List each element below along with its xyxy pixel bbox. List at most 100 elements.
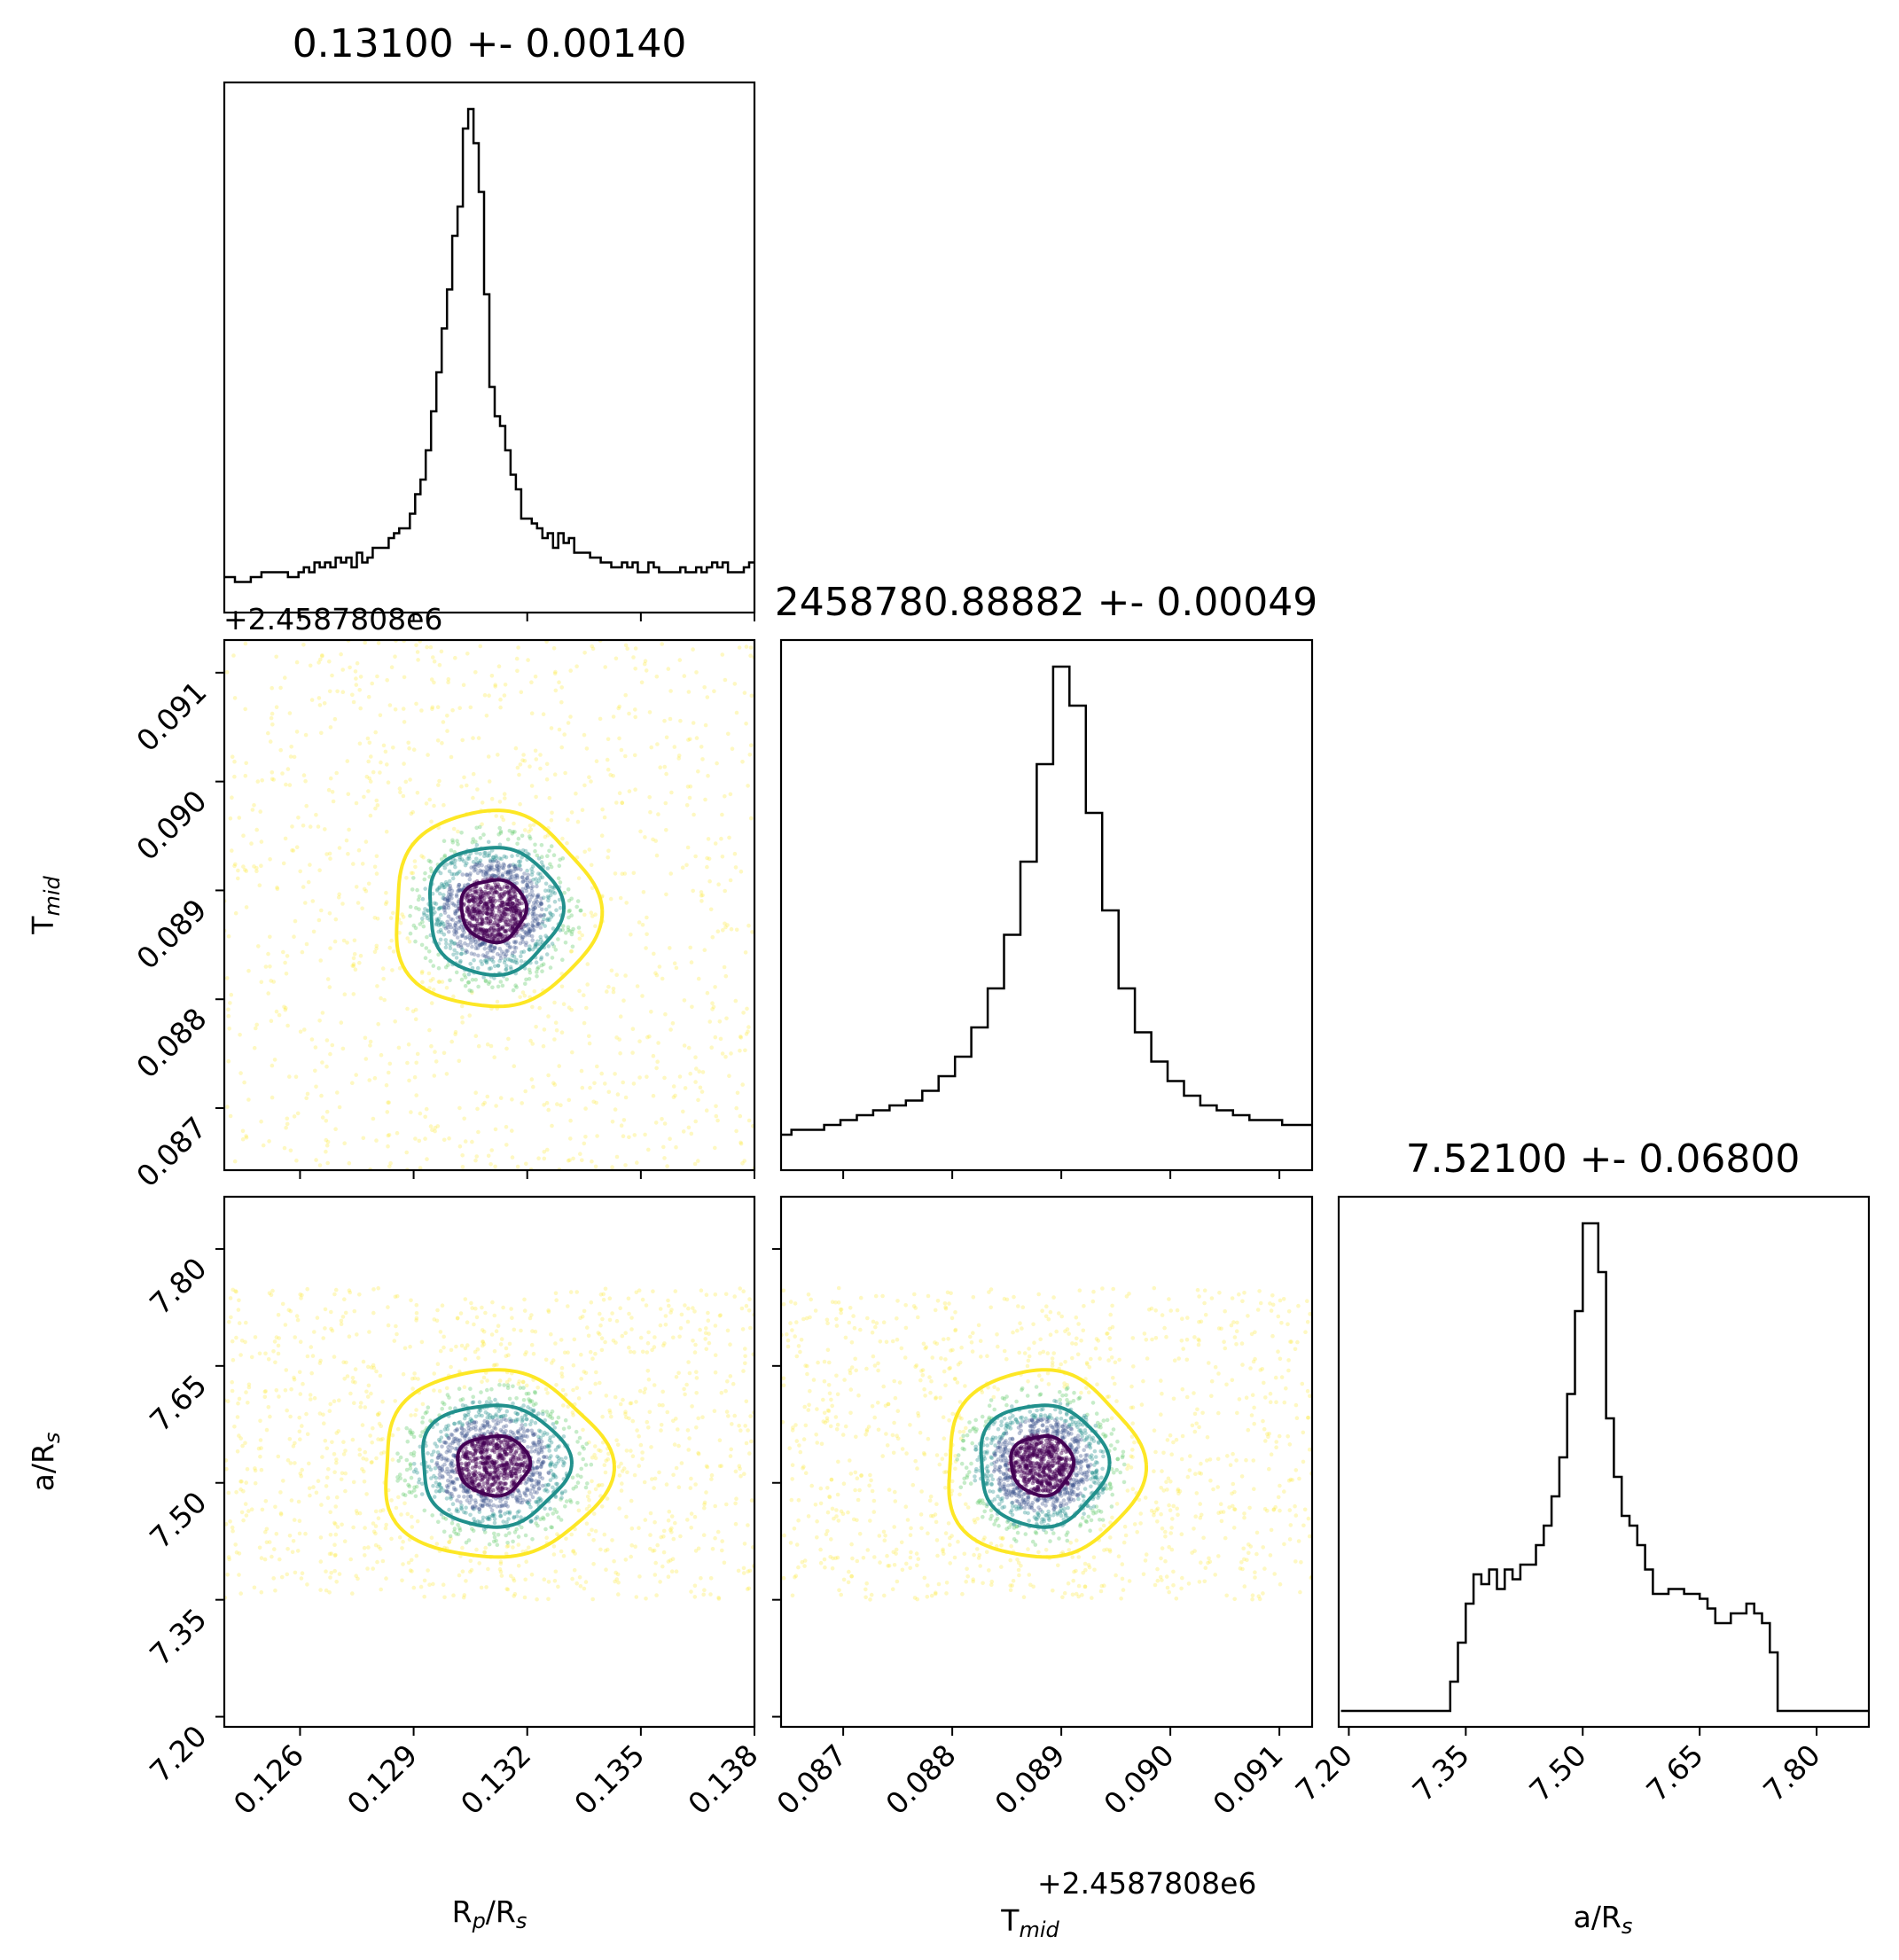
scatter-point: [583, 1106, 588, 1111]
scatter-point: [401, 1371, 406, 1377]
scatter-point: [512, 1530, 518, 1534]
scatter-point: [469, 1476, 474, 1481]
scatter-point: [498, 926, 504, 931]
scatter-point: [593, 1381, 598, 1386]
scatter-point: [540, 1449, 544, 1455]
scatter-point: [694, 1391, 699, 1395]
scatter-point: [473, 937, 477, 941]
scatter-point: [487, 779, 492, 784]
scatter-point: [522, 871, 527, 876]
scatter-point: [387, 1133, 392, 1137]
scatter-point: [473, 1472, 477, 1478]
scatter-point: [543, 1386, 549, 1392]
scatter-point: [449, 1039, 454, 1044]
scatter-point: [490, 903, 496, 909]
scatter-point: [1253, 1570, 1257, 1574]
scatter-point: [240, 1443, 245, 1449]
scatter-point: [495, 951, 500, 957]
scatter-point: [363, 1526, 367, 1530]
scatter-point: [489, 1429, 495, 1433]
scatter-point: [437, 906, 442, 910]
scatter-point: [453, 1032, 457, 1036]
scatter-point: [410, 1569, 414, 1573]
scatter-point: [428, 866, 434, 871]
scatter-point: [459, 1343, 465, 1348]
scatter-point: [514, 1474, 519, 1479]
scatter-point: [593, 912, 598, 917]
scatter-point: [519, 954, 523, 958]
scatter-point: [493, 946, 497, 950]
scatter-point: [413, 1017, 418, 1021]
scatter-point: [548, 1463, 552, 1467]
scatter-point: [496, 917, 502, 922]
scatter-point: [654, 674, 660, 679]
scatter-point: [317, 1163, 323, 1167]
scatter-point: [568, 949, 574, 954]
scatter-point: [451, 1440, 456, 1444]
scatter-point: [719, 1464, 723, 1468]
scatter-point: [500, 1485, 505, 1490]
scatter-point: [624, 1415, 629, 1420]
scatter-point: [1289, 1339, 1293, 1344]
scatter-point: [700, 1070, 706, 1074]
scatter-point: [278, 1490, 283, 1495]
scatter-point: [284, 1125, 288, 1130]
scatter-point: [637, 1526, 641, 1530]
scatter-point: [476, 904, 481, 910]
scatter-point: [488, 895, 493, 901]
scatter-point: [598, 1547, 603, 1552]
scatter-point: [713, 1353, 718, 1357]
scatter-point: [443, 926, 449, 931]
scatter-point: [689, 1476, 693, 1481]
scatter-point: [467, 1501, 472, 1505]
scatter-point: [676, 1443, 681, 1449]
scatter-point: [504, 1379, 510, 1385]
scatter-point: [237, 1551, 242, 1556]
scatter-point: [645, 1340, 651, 1346]
scatter-point: [495, 1442, 499, 1447]
scatter-point: [461, 683, 466, 687]
scatter-point: [551, 1462, 555, 1467]
scatter-point: [553, 1475, 559, 1480]
scatter-point: [442, 885, 446, 890]
scatter-point: [490, 1513, 495, 1519]
scatter-point: [659, 1428, 663, 1433]
scatter-point: [720, 855, 725, 859]
scatter-point: [454, 927, 458, 932]
scatter-point: [230, 1339, 235, 1344]
scatter-point: [536, 1156, 541, 1160]
scatter-point: [484, 1471, 489, 1476]
scatter-point: [542, 1027, 547, 1032]
scatter-point: [542, 1455, 547, 1459]
scatter-point: [492, 1531, 496, 1536]
scatter-point: [470, 1481, 475, 1487]
scatter-point: [503, 929, 508, 933]
scatter-point: [507, 919, 512, 924]
scatter-point: [486, 1441, 490, 1445]
scatter-point: [257, 1545, 262, 1550]
scatter-point: [418, 922, 423, 926]
scatter-point: [448, 1442, 452, 1447]
scatter-point: [474, 1547, 479, 1552]
scatter-point: [407, 1078, 411, 1083]
scatter-point: [440, 1473, 445, 1479]
scatter-point: [531, 823, 536, 827]
scatter-point: [511, 958, 516, 964]
scatter-point: [669, 1530, 674, 1534]
scatter-point: [253, 1480, 258, 1486]
scatter-point: [637, 1288, 642, 1292]
scatter-point: [696, 976, 701, 981]
scatter-point: [514, 1467, 519, 1472]
scatter-point: [578, 1152, 582, 1156]
scatter-point: [518, 995, 522, 1000]
scatter-point: [515, 1430, 520, 1434]
scatter-point: [429, 1476, 434, 1480]
scatter-point: [449, 860, 454, 865]
scatter-point: [507, 828, 512, 833]
scatter-point: [561, 1554, 567, 1558]
scatter-point: [473, 1503, 477, 1509]
scatter-point: [603, 1286, 608, 1292]
scatter-point: [482, 902, 488, 907]
scatter-point: [488, 966, 493, 971]
scatter-point: [436, 923, 442, 928]
